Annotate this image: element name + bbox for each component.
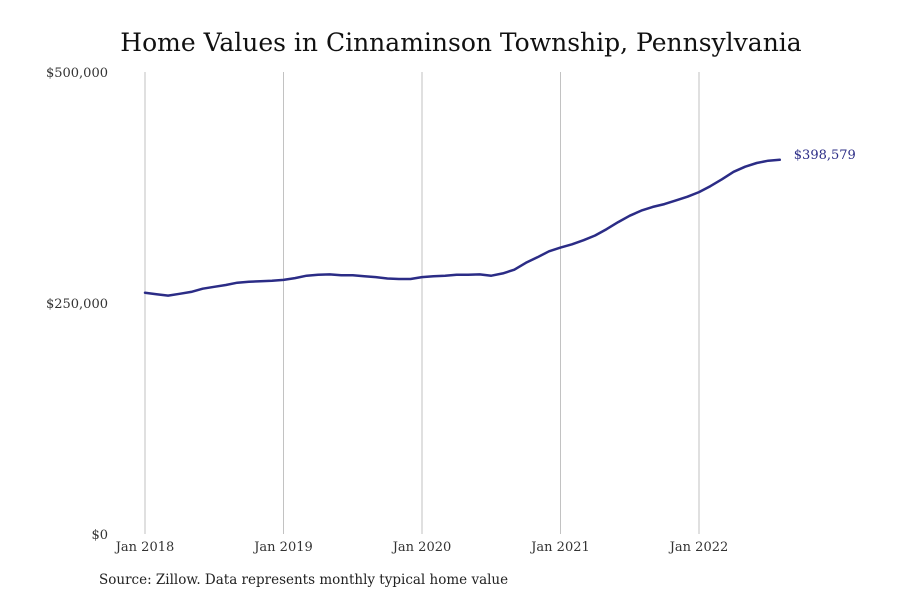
x-axis: Jan 2018 Jan 2019 Jan 2020 Jan 2021 Jan 2022 [114, 540, 729, 555]
y-tick-label: $0 [91, 528, 108, 543]
y-axis: $0 $250,000 $500,000 [46, 66, 108, 543]
x-tick-label: Jan 2022 [668, 540, 729, 555]
source-note: Source: Zillow. Data represents monthly … [99, 572, 509, 588]
gridlines [144, 72, 700, 534]
chart-title: Home Values in Cinnaminson Township, Pen… [120, 28, 802, 57]
y-tick-label: $500,000 [46, 66, 108, 81]
x-tick-label: Jan 2018 [114, 540, 175, 555]
x-tick-label: Jan 2021 [529, 540, 590, 555]
x-tick-label: Jan 2020 [391, 540, 452, 555]
series-line [143, 158, 782, 297]
series: $398,579 [143, 148, 856, 297]
x-tick-label: Jan 2019 [252, 540, 313, 555]
y-tick-label: $250,000 [46, 297, 108, 312]
end-value-label: $398,579 [794, 148, 856, 163]
